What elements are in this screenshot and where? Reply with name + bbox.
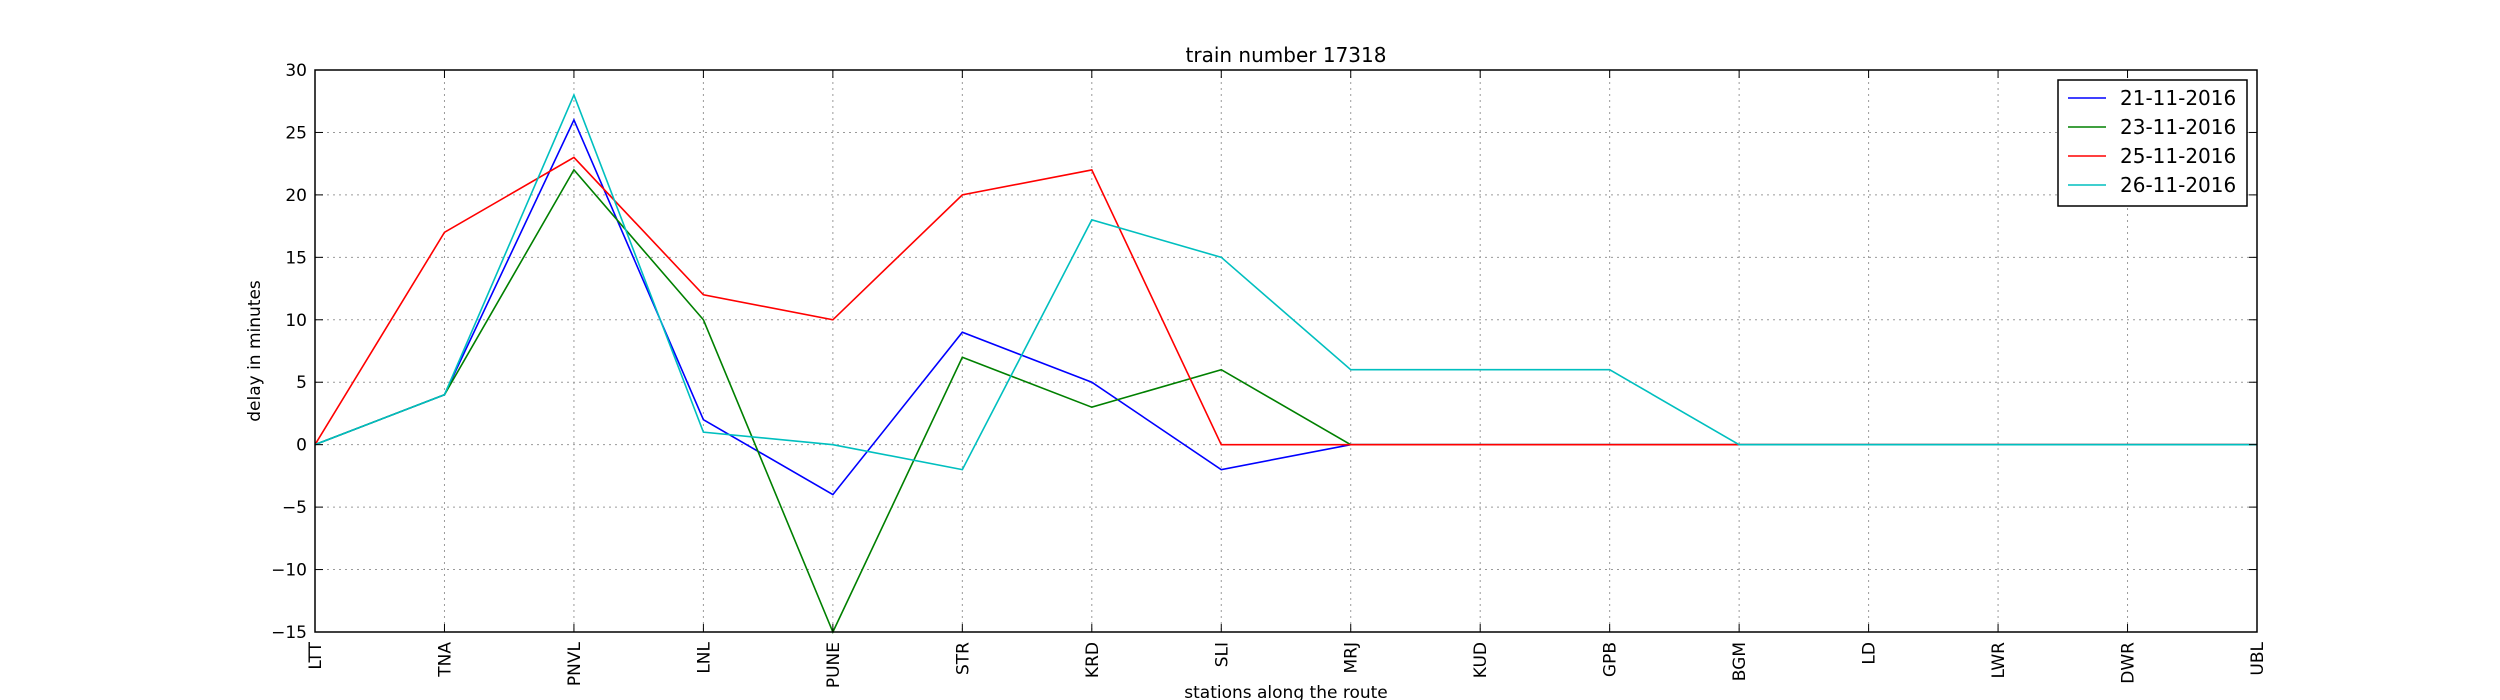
x-tick-label: TNA (435, 642, 455, 678)
legend-label: 23-11-2016 (2120, 115, 2236, 139)
y-tick-label: 30 (285, 61, 307, 81)
x-axis-label: stations along the route (1184, 683, 1388, 700)
y-tick-label: 15 (285, 248, 307, 268)
legend-label: 25-11-2016 (2120, 144, 2236, 168)
x-tick-label: GPB (1601, 642, 1621, 677)
x-tick-label: KRD (1083, 642, 1103, 678)
x-tick-label: PUNE (824, 642, 844, 688)
legend-label: 26-11-2016 (2120, 173, 2236, 197)
x-tick-label: DWR (2119, 642, 2139, 684)
x-tick-label: STR (953, 642, 973, 675)
chart-title: train number 17318 (1186, 43, 1387, 67)
y-tick-label: −10 (271, 561, 307, 581)
x-tick-label: BGM (1730, 642, 1750, 681)
x-tick-label: LNL (694, 641, 714, 673)
series-line-25-11-2016 (314, 156, 2257, 446)
series-line-23-11-2016 (314, 168, 2257, 634)
legend-label: 21-11-2016 (2120, 86, 2236, 110)
x-tick-label: UBL (2248, 641, 2268, 675)
x-tick-label: LWR (1989, 642, 2009, 679)
series-lines (314, 92, 2257, 634)
grid (314, 69, 2258, 633)
ticks: LTT TNA PNVL LNL PUNE STR KRD SLI MRJ KUD GPB BGM LD… (271, 61, 2268, 688)
plot-frame (314, 69, 2258, 633)
y-tick-label: 0 (296, 436, 307, 456)
legend: 21-11-2016 23-11-2016 25-11-2016 26-11-2016 (2057, 79, 2248, 207)
x-tick-label: LTT (306, 641, 326, 669)
series-line-21-11-2016 (314, 118, 2257, 496)
y-axis-label: delay in minutes (245, 280, 265, 422)
x-tick-label: PNVL (565, 641, 585, 686)
x-tick-label: MRJ (1342, 642, 1362, 674)
y-tick-label: −15 (271, 623, 307, 643)
y-tick-label: 5 (296, 373, 307, 393)
x-tick-label: LD (1860, 642, 1880, 665)
series-line-26-11-2016 (314, 92, 2257, 471)
x-tick-label: KUD (1471, 642, 1491, 678)
x-tick-label: SLI (1212, 642, 1232, 667)
y-tick-label: 25 (285, 123, 307, 143)
y-tick-label: −5 (282, 498, 307, 518)
y-tick-label: 10 (285, 311, 307, 331)
y-tick-label: 20 (285, 186, 307, 206)
